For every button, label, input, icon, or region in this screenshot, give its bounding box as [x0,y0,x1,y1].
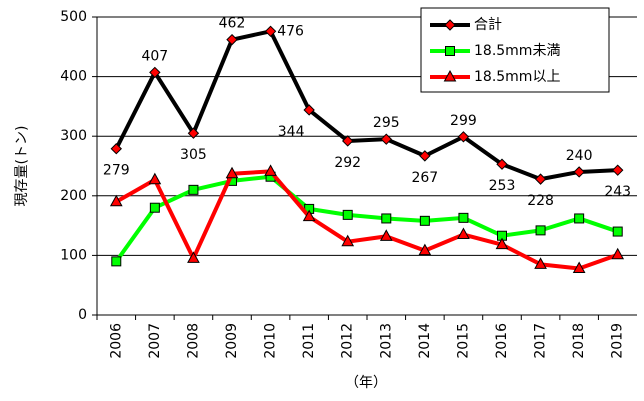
data-label: 462 [219,16,246,32]
point [418,243,432,256]
x-tick-label: 2011 [301,323,317,359]
series-line [114,174,619,263]
point [495,237,509,250]
point [225,166,239,179]
data-label: 279 [103,163,130,179]
data-label: 299 [450,113,477,129]
x-tick-label: 2013 [378,323,394,359]
x-tick-label: 2018 [571,323,587,359]
x-axis-label: （年） [345,375,387,391]
point [149,202,160,213]
point [458,212,469,223]
point [149,66,161,79]
legend-label: 合計 [474,17,502,33]
point [496,158,508,170]
data-label: 243 [604,184,631,200]
point [534,173,547,185]
x-tick-label: 2012 [340,323,356,359]
x-tick-label: 2009 [224,323,240,359]
data-label: 253 [489,178,516,194]
x-tick-label: 2014 [417,323,433,359]
x-tick-label: 2017 [533,323,549,359]
point [612,164,624,176]
point [612,226,623,237]
data-label: 228 [527,193,554,209]
point [611,247,625,260]
point [303,104,315,116]
y-tick-label: 500 [60,9,87,25]
point [109,194,123,207]
x-tick-label: 2007 [147,323,163,359]
point [226,33,238,46]
x-tick-label: 2019 [610,323,626,359]
point [148,172,162,185]
point [187,251,200,263]
data-label: 240 [566,148,593,164]
data-label: 305 [180,147,207,163]
point [188,184,199,195]
x-tick-label: 2006 [108,323,124,359]
x-tick-label: 2016 [494,323,510,359]
point [110,143,122,155]
y-tick-label: 200 [60,188,87,204]
y-tick-label: 300 [60,128,87,144]
x-tick-label: 2010 [263,323,279,359]
x-tick-label: 2015 [455,323,471,359]
y-tick-label: 100 [60,247,87,263]
legend-label: 18.5mm未満 [474,43,560,59]
point [264,25,277,38]
y-tick-label: 400 [60,69,87,85]
point [574,213,585,224]
point [445,46,455,56]
point [419,215,430,226]
x-tick-label: 2008 [185,323,201,359]
point [380,133,392,145]
point [342,135,354,147]
y-tick-label: 0 [78,307,87,323]
point [457,131,470,143]
point [342,209,353,220]
data-label: 267 [411,170,438,186]
point [379,229,393,241]
point [534,257,547,269]
data-label: 407 [141,48,168,64]
point [341,234,355,247]
point [572,261,586,274]
point [264,164,277,176]
series-line [114,29,618,182]
data-label: 476 [277,23,304,39]
point [535,225,546,236]
point [111,256,122,267]
point [419,150,431,162]
point [443,69,457,82]
legend: 合計 18.5mm未満 18.5mm以上 [420,7,610,93]
point [444,19,456,31]
point [187,127,200,139]
data-label: 295 [373,115,400,131]
point [457,227,470,240]
point [573,166,585,178]
y-axis-label: 現存量(トン) [14,126,30,207]
data-label: 292 [334,155,361,171]
point [302,209,316,222]
legend-label: 18.5mm以上 [474,69,560,85]
series-line [115,169,619,271]
point [381,213,392,224]
data-label: 344 [278,124,305,140]
